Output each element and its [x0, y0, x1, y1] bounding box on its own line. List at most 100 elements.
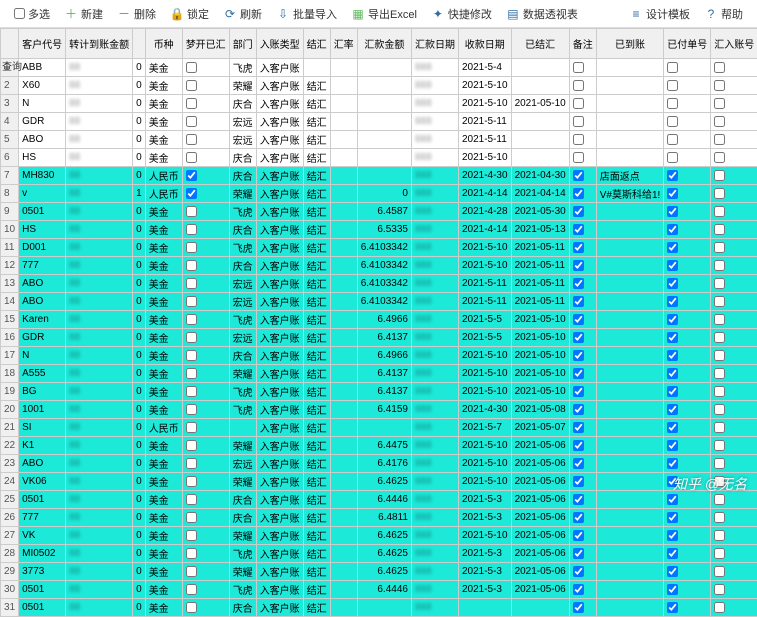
cell-check2[interactable]: [569, 437, 596, 455]
pivot-button[interactable]: ▤数据透视表: [500, 4, 584, 24]
cell-amount[interactable]: 88: [66, 167, 133, 185]
cell-settle[interactable]: 结汇: [303, 599, 330, 617]
cell-account-type[interactable]: 入客户账: [256, 599, 303, 617]
cell-date2[interactable]: 2021-05-10: [511, 365, 569, 383]
row-checkbox[interactable]: [573, 116, 584, 127]
cell-account-type[interactable]: 入客户账: [256, 203, 303, 221]
cell-num[interactable]: 0: [133, 239, 146, 257]
cell-rate[interactable]: [330, 293, 357, 311]
cell-check3[interactable]: [664, 239, 711, 257]
cell-note[interactable]: [596, 239, 664, 257]
cell-settle[interactable]: 结汇: [303, 563, 330, 581]
cell-dept[interactable]: [229, 419, 256, 437]
row-checkbox[interactable]: [714, 458, 725, 469]
row-checkbox[interactable]: [573, 98, 584, 109]
cell-check3[interactable]: [664, 329, 711, 347]
cell-rate[interactable]: [330, 113, 357, 131]
cell-amount[interactable]: 88: [66, 203, 133, 221]
cell-date2[interactable]: [511, 113, 569, 131]
cell-date2[interactable]: 2021-05-11: [511, 275, 569, 293]
row-checkbox[interactable]: [714, 314, 725, 325]
cell-note[interactable]: [596, 77, 664, 95]
row-checkbox[interactable]: [714, 260, 725, 271]
cell-note[interactable]: [596, 131, 664, 149]
cell-num[interactable]: 0: [133, 581, 146, 599]
cell-date1[interactable]: 2021-5-10: [458, 365, 511, 383]
col-header[interactable]: 收款日期: [458, 29, 511, 59]
row-checkbox[interactable]: [573, 332, 584, 343]
row-checkbox[interactable]: [714, 134, 725, 145]
row-checkbox[interactable]: [667, 422, 678, 433]
cell-fx-value[interactable]: [357, 419, 411, 437]
cell-amount2[interactable]: 888: [411, 365, 458, 383]
cell-rate[interactable]: [330, 563, 357, 581]
cell-date2[interactable]: 2021-05-11: [511, 257, 569, 275]
col-header[interactable]: 汇率: [330, 29, 357, 59]
cell-amount[interactable]: 88: [66, 149, 133, 167]
cell-currency[interactable]: 美金: [145, 347, 182, 365]
table-row[interactable]: 11 D001 88 0 美金 飞虎 入客户账 结汇 6.4103342 888…: [1, 239, 757, 257]
cell-amount[interactable]: 88: [66, 257, 133, 275]
cell-account-type[interactable]: 入客户账: [256, 509, 303, 527]
cell-dept[interactable]: 宏远: [229, 293, 256, 311]
cell-amount2[interactable]: 888: [411, 311, 458, 329]
cell-check[interactable]: [182, 59, 229, 77]
cell-date1[interactable]: 2021-5-10: [458, 473, 511, 491]
cell-check[interactable]: [182, 311, 229, 329]
cell-date1[interactable]: 2021-5-11: [458, 275, 511, 293]
row-checkbox[interactable]: [667, 602, 678, 613]
cell-account-type[interactable]: 入客户账: [256, 131, 303, 149]
cell-date1[interactable]: 2021-5-10: [458, 239, 511, 257]
cell-currency[interactable]: 人民币: [145, 419, 182, 437]
row-checkbox[interactable]: [573, 476, 584, 487]
cell-date1[interactable]: 2021-5-5: [458, 311, 511, 329]
row-checkbox[interactable]: [667, 548, 678, 559]
row-checkbox[interactable]: [714, 98, 725, 109]
cell-code[interactable]: v: [19, 185, 66, 203]
cell-rate[interactable]: [330, 599, 357, 617]
cell-check2[interactable]: [569, 185, 596, 203]
cell-check3[interactable]: [664, 59, 711, 77]
cell-check4[interactable]: [711, 257, 757, 275]
row-checkbox[interactable]: [667, 512, 678, 523]
cell-fx-value[interactable]: 6.4625: [357, 563, 411, 581]
cell-check2[interactable]: [569, 275, 596, 293]
cell-check3[interactable]: [664, 293, 711, 311]
row-checkbox[interactable]: [186, 80, 197, 91]
table-row[interactable]: 21 SI 88 0 人民币 入客户账 结汇 888 2021-5-7 2021…: [1, 419, 757, 437]
table-row[interactable]: 20 1001 88 0 美金 飞虎 入客户账 结汇 6.4159 888 20…: [1, 401, 757, 419]
cell-account-type[interactable]: 入客户账: [256, 581, 303, 599]
cell-check2[interactable]: [569, 221, 596, 239]
cell-check[interactable]: [182, 455, 229, 473]
row-checkbox[interactable]: [186, 404, 197, 415]
cell-amount2[interactable]: 888: [411, 581, 458, 599]
cell-check4[interactable]: [711, 275, 757, 293]
cell-amount2[interactable]: 888: [411, 239, 458, 257]
cell-currency[interactable]: 美金: [145, 545, 182, 563]
cell-code[interactable]: BG: [19, 383, 66, 401]
cell-check[interactable]: [182, 563, 229, 581]
cell-check2[interactable]: [569, 239, 596, 257]
cell-code[interactable]: N: [19, 95, 66, 113]
row-checkbox[interactable]: [667, 368, 678, 379]
cell-amount2[interactable]: 888: [411, 95, 458, 113]
cell-date2[interactable]: [511, 149, 569, 167]
cell-settle[interactable]: 结汇: [303, 437, 330, 455]
cell-check[interactable]: [182, 185, 229, 203]
cell-num[interactable]: 0: [133, 437, 146, 455]
cell-date1[interactable]: 2021-4-14: [458, 221, 511, 239]
cell-dept[interactable]: 荣耀: [229, 185, 256, 203]
cell-fx-value[interactable]: 6.4966: [357, 311, 411, 329]
cell-note[interactable]: [596, 329, 664, 347]
cell-check3[interactable]: [664, 437, 711, 455]
col-header[interactable]: 部门: [229, 29, 256, 59]
cell-date1[interactable]: 2021-5-3: [458, 545, 511, 563]
cell-note[interactable]: [596, 455, 664, 473]
cell-fx-value[interactable]: [357, 59, 411, 77]
cell-currency[interactable]: 美金: [145, 473, 182, 491]
cell-account-type[interactable]: 入客户账: [256, 275, 303, 293]
row-checkbox[interactable]: [573, 80, 584, 91]
row-checkbox[interactable]: [186, 422, 197, 433]
cell-dept[interactable]: 荣耀: [229, 563, 256, 581]
row-checkbox[interactable]: [186, 602, 197, 613]
